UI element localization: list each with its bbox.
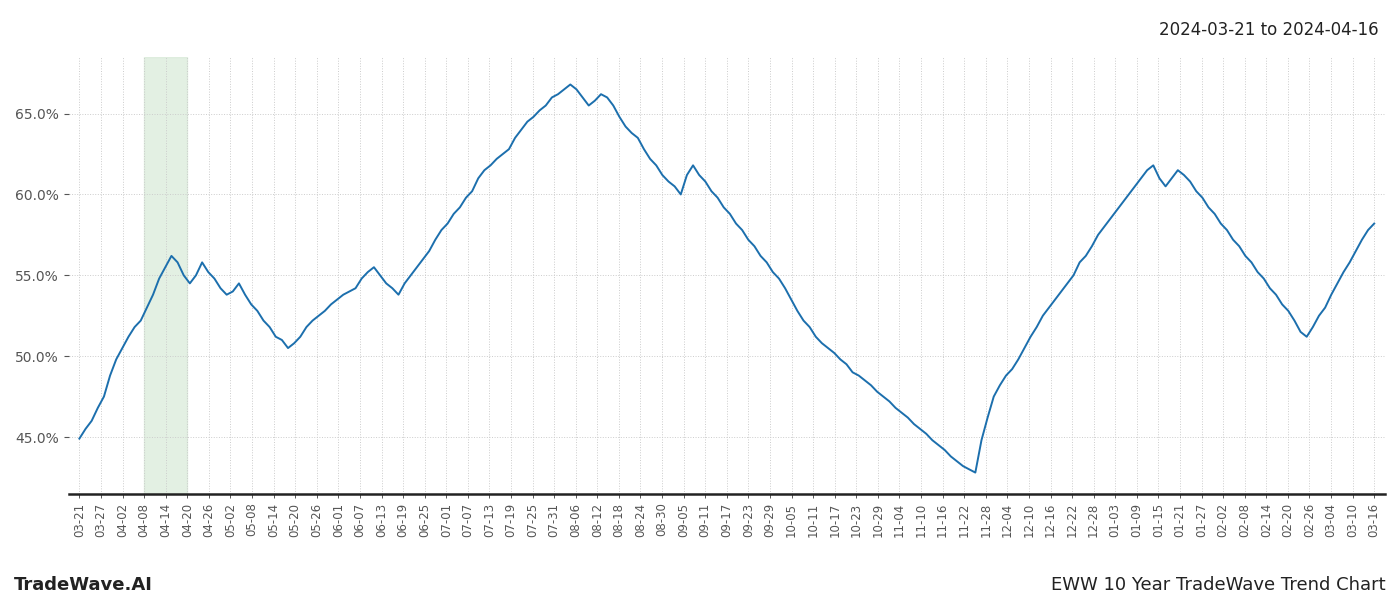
Text: EWW 10 Year TradeWave Trend Chart: EWW 10 Year TradeWave Trend Chart — [1051, 576, 1386, 594]
Text: TradeWave.AI: TradeWave.AI — [14, 576, 153, 594]
Text: 2024-03-21 to 2024-04-16: 2024-03-21 to 2024-04-16 — [1159, 21, 1379, 39]
Bar — [144, 57, 188, 494]
